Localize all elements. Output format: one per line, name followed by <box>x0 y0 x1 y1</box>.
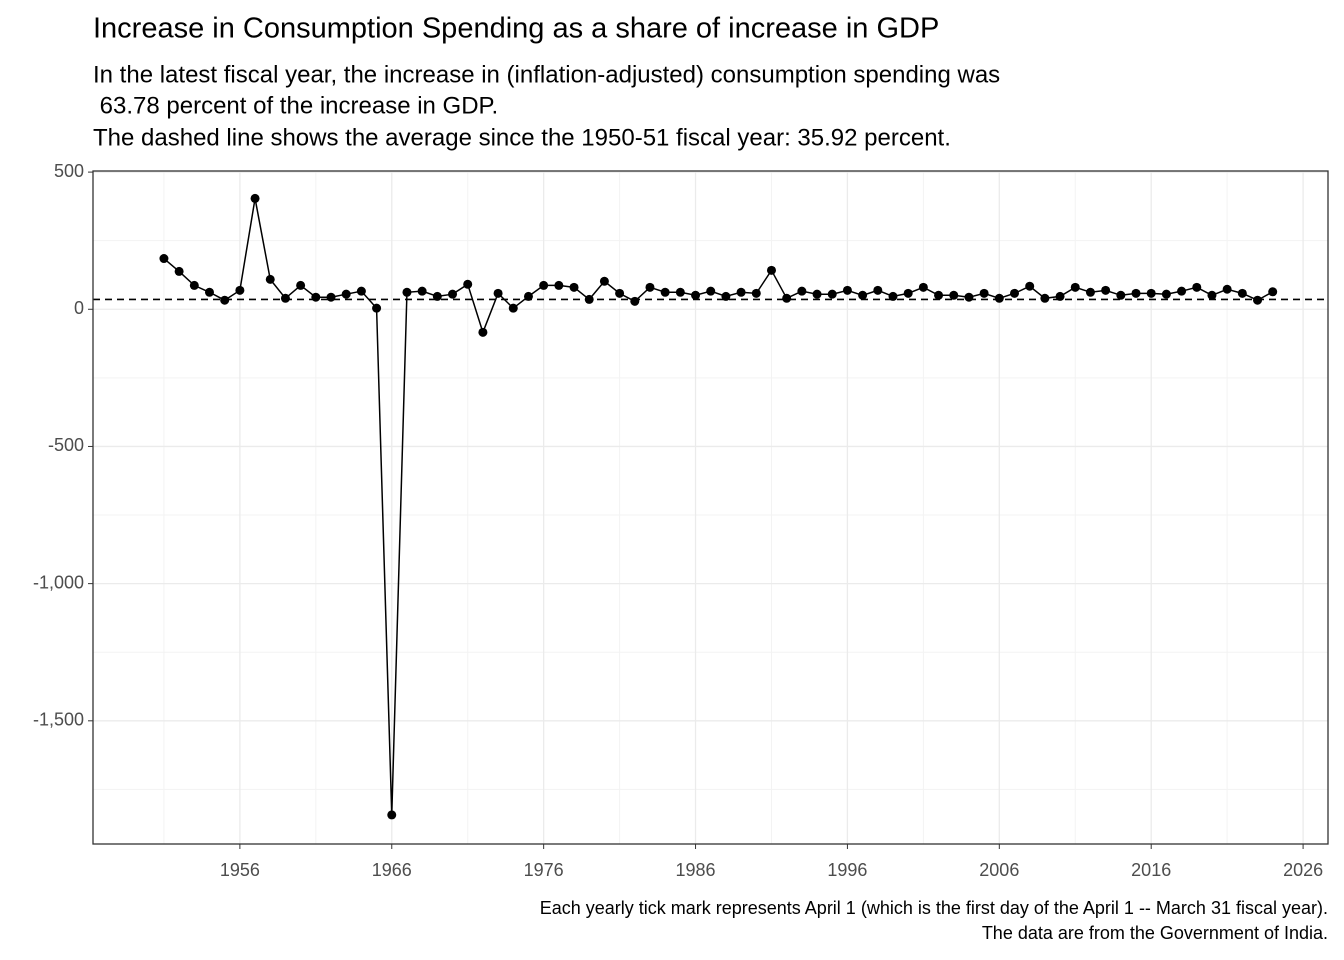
point <box>736 287 746 297</box>
x-tick-label: 1986 <box>676 860 716 880</box>
x-tick-label: 2026 <box>1283 860 1323 880</box>
point <box>1025 281 1035 291</box>
x-tick-label: 1976 <box>524 860 564 880</box>
point <box>1192 282 1202 292</box>
point <box>1131 288 1141 298</box>
point <box>1177 286 1187 296</box>
point <box>888 291 898 301</box>
subtitle: 63.78 percent of the increase in GDP. <box>93 92 498 119</box>
x-tick-label: 2006 <box>979 860 1019 880</box>
point <box>417 286 427 296</box>
point <box>873 285 883 295</box>
point <box>751 288 761 298</box>
point <box>311 292 321 302</box>
point <box>220 295 230 305</box>
point <box>1207 290 1217 300</box>
point <box>280 293 290 303</box>
x-tick-label: 2016 <box>1131 860 1171 880</box>
x-tick-label: 1966 <box>372 860 412 880</box>
subtitle: In the latest fiscal year, the increase … <box>93 61 1000 88</box>
point <box>675 287 685 297</box>
point <box>387 810 397 820</box>
point <box>235 285 245 295</box>
point <box>706 286 716 296</box>
point <box>204 287 214 297</box>
point <box>584 294 594 304</box>
point <box>949 290 959 300</box>
x-tick-label: 1996 <box>827 860 867 880</box>
point <box>326 292 336 302</box>
point <box>994 293 1004 303</box>
point <box>903 288 913 298</box>
caption: Each yearly tick mark represents April 1… <box>540 898 1328 918</box>
y-tick-label: -1,500 <box>33 710 84 730</box>
point <box>691 290 701 300</box>
point <box>645 282 655 292</box>
point <box>539 280 549 290</box>
point <box>508 303 518 313</box>
point <box>1040 293 1050 303</box>
point <box>189 280 199 290</box>
point <box>265 274 275 284</box>
point <box>630 296 640 306</box>
point <box>448 289 458 299</box>
x-tick-label: 1956 <box>220 860 260 880</box>
point <box>660 287 670 297</box>
point <box>1146 288 1156 298</box>
point <box>766 265 776 275</box>
point <box>493 288 503 298</box>
point <box>1268 287 1278 297</box>
point <box>979 288 989 298</box>
point <box>1116 290 1126 300</box>
point <box>842 285 852 295</box>
point <box>1010 288 1020 298</box>
chart-title: Increase in Consumption Spending as a sh… <box>93 13 939 45</box>
y-tick-label: 500 <box>54 161 84 181</box>
point <box>372 303 382 313</box>
panel-border <box>92 170 1329 845</box>
point <box>432 291 442 301</box>
point <box>1085 287 1095 297</box>
point <box>402 287 412 297</box>
y-tick-label: -1,000 <box>33 572 84 592</box>
point <box>1161 289 1171 299</box>
point <box>918 282 928 292</box>
point <box>964 292 974 302</box>
point <box>554 280 564 290</box>
point <box>478 327 488 337</box>
point <box>599 276 609 286</box>
point <box>1253 295 1263 305</box>
point <box>1101 285 1111 295</box>
point <box>523 291 533 301</box>
point <box>463 279 473 289</box>
point <box>569 282 579 292</box>
point <box>341 289 351 299</box>
caption: The data are from the Government of Indi… <box>982 923 1328 943</box>
point <box>812 289 822 299</box>
subtitle: The dashed line shows the average since … <box>93 124 951 151</box>
point <box>174 266 184 276</box>
point <box>159 254 169 264</box>
point <box>1070 282 1080 292</box>
point <box>1237 288 1247 298</box>
point <box>1055 291 1065 301</box>
y-tick-label: -500 <box>48 435 84 455</box>
point <box>615 288 625 298</box>
point <box>1222 284 1232 294</box>
point <box>721 291 731 301</box>
point <box>934 290 944 300</box>
point <box>797 286 807 296</box>
y-tick-label: 0 <box>74 298 84 318</box>
point <box>827 289 837 299</box>
point <box>296 280 306 290</box>
point <box>782 293 792 303</box>
point <box>356 286 366 296</box>
point <box>858 290 868 300</box>
point <box>250 193 260 203</box>
